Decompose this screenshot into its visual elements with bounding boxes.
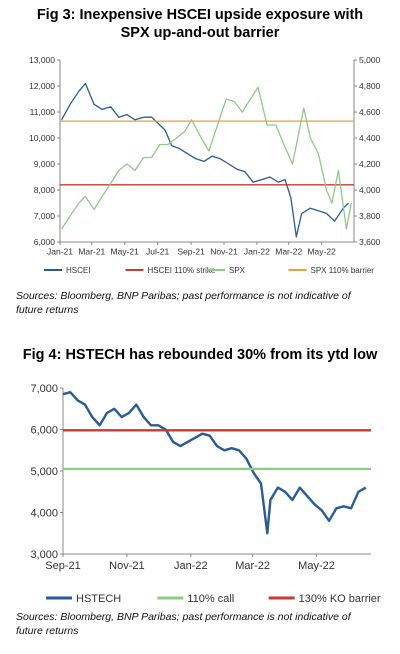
chart3-series-hscei	[61, 82, 350, 238]
chart4-x-tick-label: Nov-21	[109, 560, 144, 572]
chart3-y-right-tick-label: 4,200	[359, 159, 381, 169]
chart4-legend-label-110-call: 110% call	[187, 593, 234, 605]
chart3-y-right-tick-label: 3,600	[359, 237, 381, 247]
chart3-y-tick-label: 10,000	[29, 133, 55, 143]
chart3-series-spx	[61, 86, 352, 230]
chart3-y-tick-label: 11,000	[30, 107, 56, 117]
chart3-legend-label-spx-110-barrier: SPX 110% barrier	[311, 266, 375, 275]
chart3-x-tick-label: Nov-21	[210, 247, 238, 257]
chart3-legend-label-spx: SPX	[229, 266, 246, 275]
chart4-x-tick-label: Mar-22	[235, 560, 270, 572]
figure-4-title: Fig 4: HSTECH has rebounded 30% from its…	[22, 347, 378, 363]
chart3-y-right-tick-label: 4,400	[359, 133, 381, 143]
chart3-legend-label-hscei-110-strike: HSCEI 110% strike	[148, 266, 216, 275]
chart3-y-tick-label: 12,000	[29, 81, 55, 91]
chart3-x-tick-label: May-22	[307, 247, 336, 257]
chart4-y-tick-label: 3,000	[30, 549, 58, 561]
chart4-legend-label-hstech: HSTECH	[76, 593, 121, 605]
chart4-legend-label-130-ko-barrier: 130% KO barrier	[299, 593, 381, 605]
chart4-y-tick-label: 4,000	[30, 507, 58, 519]
chart3-y-right-tick-label: 3,800	[359, 211, 381, 221]
figure-3-title-line-1: Fig 3: Inexpensive HSCEI upside exposure…	[36, 7, 364, 23]
chart3-y-tick-label: 8,000	[34, 185, 56, 195]
chart4-x-tick-label: Jan-22	[174, 560, 208, 572]
figure-3-source-line-1: Sources: Bloomberg, BNP Paribas; past pe…	[16, 290, 351, 302]
chart3-y-right-tick-label: 4,000	[359, 185, 381, 195]
chart3-y-tick-label: 7,000	[34, 211, 56, 221]
figure-3-title-line-2: SPX up-and-out barrier	[120, 25, 280, 41]
chart3-x-tick-label: Jan-22	[244, 247, 270, 257]
chart4-series-hstech	[62, 391, 367, 535]
chart3-legend-label-hscei: HSCEI	[66, 266, 90, 275]
chart3-y-right-tick-label: 4,600	[359, 107, 381, 117]
chart3-x-tick-label: May-21	[111, 247, 140, 257]
chart3-y-right-tick-label: 5,000	[359, 55, 381, 65]
figure-4-source-line-1: Sources: Bloomberg, BNP Paribas; past pe…	[16, 611, 351, 623]
chart4-x-tick-label: May-22	[298, 560, 335, 572]
chart4-y-tick-label: 5,000	[30, 466, 58, 478]
figure-4-chart: 3,000 4,000 5,000 6,000 7,000 Sep-21 Nov-21 Jan…	[30, 383, 381, 605]
chart3-x-tick-label: Mar-22	[275, 247, 302, 257]
chart3-x-tick-label: Jan-21	[47, 247, 73, 257]
figure-4: Fig 4: HSTECH has rebounded 30% from its…	[0, 338, 400, 654]
chart3-x-tick-label: Mar-21	[78, 247, 105, 257]
chart4-x-tick-label: Sep-21	[45, 560, 80, 572]
figure-3: Fig 3: Inexpensive HSCEI upside exposure…	[16, 7, 381, 316]
chart3-y-tick-label: 13,000	[29, 55, 55, 65]
figure-3-source-line-2: future returns	[16, 304, 79, 316]
chart3-y-tick-label: 9,000	[34, 159, 56, 169]
chart4-y-tick-label: 7,000	[30, 383, 58, 395]
chart4-y-tick-label: 6,000	[30, 424, 58, 436]
chart3-x-tick-label: Jul-21	[146, 247, 169, 257]
figure-3-chart: 6,000 7,000 8,000 9,000 10,000 11,000 12,000 13…	[29, 55, 381, 275]
chart3-y-tick-label: 6,000	[34, 237, 56, 247]
chart3-y-right-tick-label: 4,800	[359, 81, 381, 91]
figure-4-source-line-2: future returns	[16, 625, 79, 637]
chart3-x-tick-label: Sep-21	[177, 247, 205, 257]
